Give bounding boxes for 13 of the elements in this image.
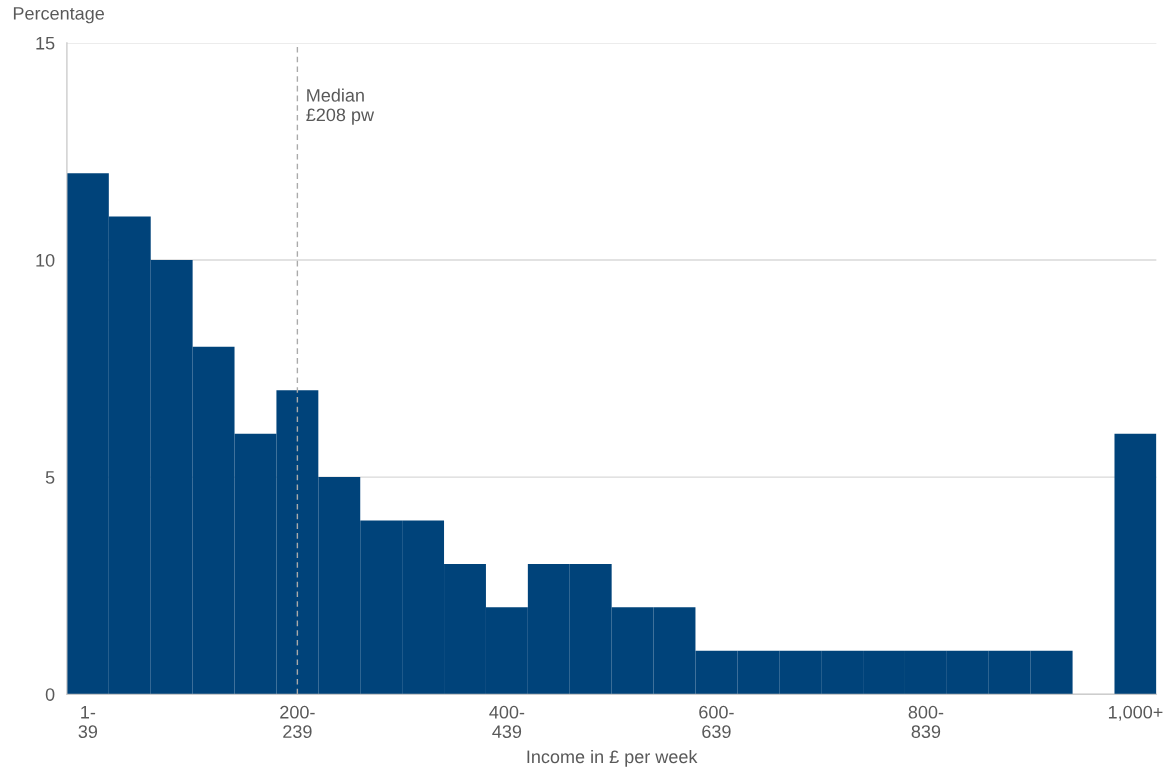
- ref-line-label: Median £208 pw: [306, 88, 375, 125]
- y-tick-label: 0: [45, 688, 55, 701]
- y-tick-label: 5: [45, 471, 55, 484]
- y-tick-label: 15: [36, 37, 55, 50]
- y-axis-title: Percentage: [13, 7, 104, 24]
- x-tick-label: 800- 839: [908, 705, 944, 739]
- x-tick-label: 1- 39: [78, 705, 98, 739]
- x-tick-label: 200- 239: [280, 705, 315, 739]
- x-tick-label: 400- 439: [489, 705, 525, 739]
- y-tick-label: 10: [36, 253, 55, 267]
- x-tick-label: 600- 639: [699, 705, 734, 739]
- x-axis-title: Income in £ per week: [527, 749, 698, 767]
- x-tick-label: 1,000+: [1108, 705, 1163, 721]
